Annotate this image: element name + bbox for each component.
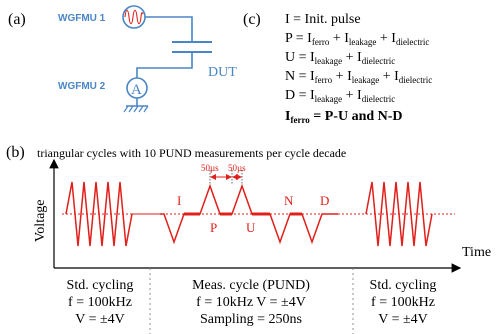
wire-top	[145, 16, 193, 42]
panel-b: (b) triangular cycles with 10 PUND measu…	[6, 144, 491, 334]
equation-p: P = Iferro + Ileakage + Idielectric	[285, 31, 429, 47]
wgfmu1-label: WGFMU 1	[58, 13, 106, 24]
pund-wave	[160, 183, 338, 245]
ground-icon	[123, 105, 149, 113]
pulse-label-d: D	[320, 193, 329, 208]
section-right-line3: V = ±4V	[378, 312, 428, 327]
section-right-line2: f = 100kHz	[371, 295, 435, 310]
panel-b-label: (b)	[6, 144, 25, 161]
panel-b-title: triangular cycles with 10 PUND measureme…	[37, 146, 346, 160]
pulse-label-p: P	[210, 220, 217, 235]
section-captions: Std. cycling f = 100kHz V = ±4V Meas. cy…	[67, 278, 437, 327]
equation-d: D = Ileakage + Idielectric	[285, 88, 395, 104]
equation-ferro: Iferro = P-U and N-D	[285, 109, 403, 125]
section-mid-line2: f = 10kHz V = ±4V	[196, 295, 306, 310]
section-right-line1: Std. cycling	[370, 278, 437, 293]
timing-label-2: 50µs	[228, 163, 246, 173]
std-cycling-wave-left	[65, 181, 133, 247]
dut-label: DUT	[208, 65, 237, 80]
panel-a: (a) WGFMU 1 WGFMU 2 DUT A	[8, 5, 237, 113]
section-left-line2: f = 100kHz	[68, 295, 132, 310]
pulse-label-i: I	[177, 193, 181, 208]
std-cycling-wave-right	[365, 181, 433, 247]
equation-n: N = Iferro + Ileakage + Idielectric	[285, 69, 432, 85]
wgfmu2-label: WGFMU 2	[58, 81, 106, 92]
y-axis-label: Voltage	[33, 199, 48, 242]
panel-c: (c) I = Init. pulse P = Iferro + Ileakag…	[243, 11, 432, 125]
voltage-source-symbol	[122, 5, 146, 29]
panel-c-label: (c)	[243, 11, 261, 28]
pulse-label-n: N	[284, 193, 294, 208]
equation-i: I = Init. pulse	[285, 12, 361, 27]
equation-u: U = Ileakage + Idielectric	[285, 50, 395, 66]
ammeter-letter: A	[131, 82, 142, 98]
panel-a-label: (a)	[8, 11, 26, 28]
wire-bottom	[136, 52, 193, 78]
sine-wave-icon	[124, 9, 144, 25]
x-axis-label: Time	[462, 245, 491, 260]
section-left-line1: Std. cycling	[67, 278, 134, 293]
section-left-line3: V = ±4V	[75, 312, 125, 327]
pulse-label-u: U	[246, 220, 256, 235]
section-mid-line3: Sampling = 250ns	[200, 312, 302, 327]
timing-label-1: 50µs	[201, 163, 219, 173]
section-mid-line1: Meas. cycle (PUND)	[192, 278, 310, 293]
